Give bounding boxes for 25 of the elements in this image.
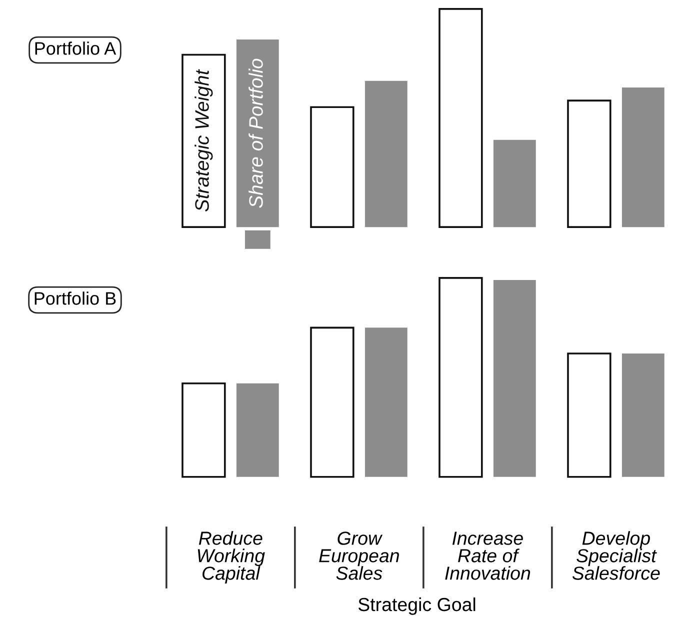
bar <box>182 54 226 228</box>
bar <box>567 352 612 478</box>
x-axis-title: Strategic Goal <box>358 597 476 615</box>
text: Portfolio A <box>35 42 116 55</box>
bar <box>310 326 354 478</box>
bar <box>236 383 279 477</box>
x-tick-label: Grow European Sales <box>319 532 399 580</box>
series-label: Strategic Weight <box>194 69 213 212</box>
bar <box>567 100 612 228</box>
text: Portfolio B <box>34 292 116 305</box>
series-label: Share of Portfolio <box>248 58 263 208</box>
bar <box>182 382 226 478</box>
x-tick-label: Increase Rate of Innovation <box>445 532 530 580</box>
bar <box>622 87 664 228</box>
bar <box>364 328 408 477</box>
bar <box>364 80 408 228</box>
bar <box>236 39 279 228</box>
x-tick-label: Develop Specialist Salesforce <box>572 531 660 580</box>
bar <box>438 277 483 478</box>
bar <box>310 106 354 228</box>
bar <box>493 280 536 477</box>
bar <box>493 140 536 228</box>
x-tick-label: Reduce Working Capital <box>198 531 265 584</box>
bar <box>622 354 664 477</box>
bar <box>438 8 483 228</box>
